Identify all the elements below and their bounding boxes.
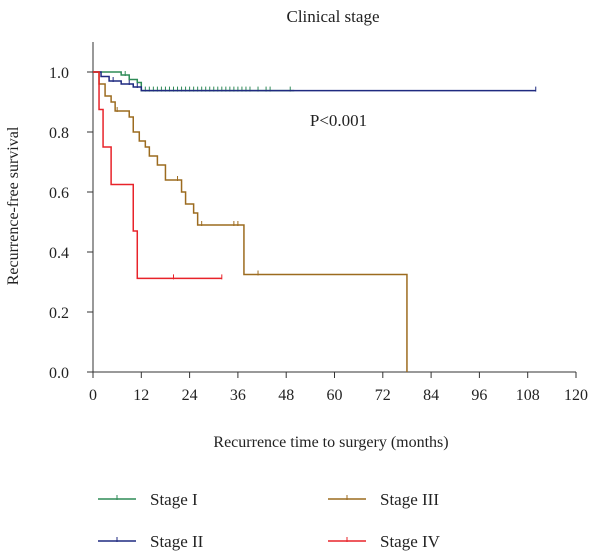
y-tick-label: 0.4	[49, 245, 69, 262]
legend: Stage I Stage II Stage III Stage IV	[98, 490, 441, 551]
axes: 0 12 24 36 48 60 72 84 96 108 120 0.0 0.2 0.4 0.6 0.8 1.…	[49, 42, 588, 404]
x-tick-label: 120	[564, 387, 588, 404]
x-axis-label: Recurrence time to surgery (months)	[213, 434, 448, 451]
x-tick-label: 48	[278, 387, 294, 404]
chart-title: Clinical stage	[286, 7, 379, 26]
x-tick-label: 60	[327, 387, 343, 404]
y-axis-label: Recurrence-free survival	[5, 126, 22, 285]
y-tick-label: 0.0	[49, 365, 69, 382]
y-tick-label: 1.0	[49, 65, 69, 82]
x-tick-label: 108	[516, 387, 540, 404]
x-tick-label: 24	[182, 387, 198, 404]
y-tick-label: 0.6	[49, 185, 69, 202]
x-tick-label: 36	[230, 387, 246, 404]
survival-curve-stage-2	[93, 71, 536, 92]
legend-label: Stage IV	[380, 532, 441, 551]
x-tick-label: 12	[133, 387, 149, 404]
x-tick-label: 0	[89, 387, 97, 404]
p-value-annotation: P<0.001	[310, 111, 367, 130]
legend-label: Stage I	[150, 490, 198, 509]
legend-label: Stage II	[150, 532, 204, 551]
y-tick-label: 0.8	[49, 125, 69, 142]
survival-curve-stage-3	[93, 71, 408, 372]
survival-curve-stage-4	[93, 71, 222, 280]
survival-curves	[93, 71, 537, 372]
x-tick-label: 96	[471, 387, 487, 404]
x-tick-label: 84	[423, 387, 439, 404]
legend-label: Stage III	[380, 490, 439, 509]
y-tick-label: 0.2	[49, 305, 69, 322]
x-tick-label: 72	[375, 387, 391, 404]
